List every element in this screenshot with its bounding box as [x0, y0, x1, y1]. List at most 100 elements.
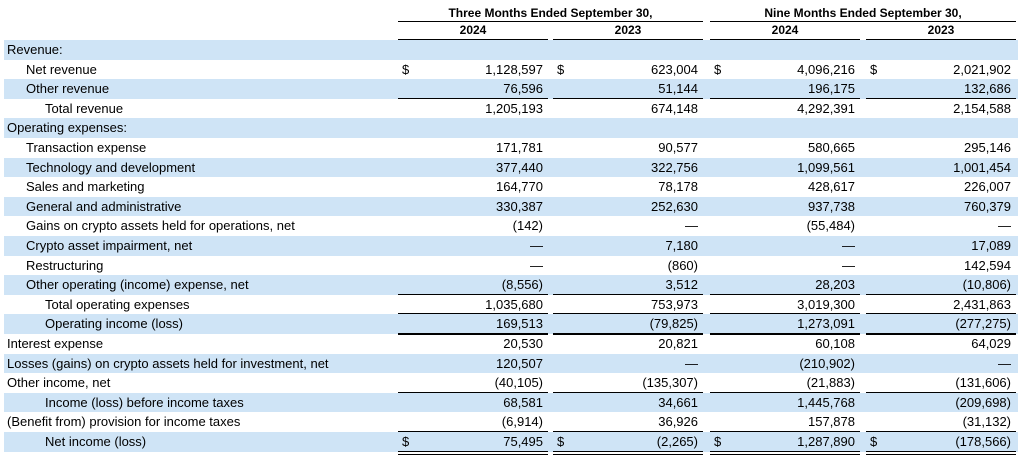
- cell-value: —: [842, 257, 855, 273]
- row-label: Other operating (income) expense, net: [26, 277, 249, 293]
- rule: [398, 293, 548, 295]
- cell-value: 580,665: [808, 140, 855, 155]
- cell-value: 164,770: [496, 179, 543, 195]
- cell-value: (2,265): [656, 434, 698, 449]
- cell-value: 1,445,768: [797, 394, 855, 410]
- cell-value: 937,738: [808, 198, 855, 214]
- rule: [866, 293, 1016, 295]
- cell-value: 3,019,300: [797, 296, 855, 312]
- row-label: Operating income (loss): [45, 316, 183, 332]
- currency: $: [870, 434, 878, 449]
- cell-value: 252,630: [651, 198, 698, 214]
- cell-value: (209,698): [955, 394, 1011, 410]
- row-band: [4, 353, 1018, 374]
- cell-value: 90,577: [658, 140, 698, 155]
- cell-value: 68,581: [503, 394, 543, 410]
- cell-value: 753,973: [651, 296, 698, 312]
- cell-value: (6,914): [501, 414, 543, 430]
- period-header: Nine Months Ended September 30,: [764, 6, 962, 20]
- row-band: [4, 314, 1018, 334]
- cell-value: (277,275): [955, 316, 1011, 332]
- row-band: [4, 196, 1018, 217]
- rule: [710, 431, 860, 432]
- rule: [398, 391, 548, 393]
- cell-value: 295,146: [964, 140, 1011, 155]
- rule: [866, 431, 1016, 432]
- cell-value: (31,132): [962, 414, 1011, 430]
- row-band: [4, 432, 1018, 452]
- cell-value: 142,594: [964, 257, 1011, 273]
- row-label: Losses (gains) on crypto assets held for…: [7, 355, 329, 371]
- header-rule: [710, 21, 1016, 22]
- rule: [553, 97, 703, 99]
- cell-value: 196,175: [808, 81, 855, 97]
- row-label: General and administrative: [26, 198, 182, 214]
- rule: [398, 313, 548, 315]
- cell-value: 330,387: [496, 198, 543, 214]
- rule: [553, 313, 703, 315]
- row-band: [4, 40, 1018, 60]
- rule: [866, 97, 1016, 99]
- cell-value: 226,007: [964, 179, 1011, 195]
- cell-value: 51,144: [658, 81, 698, 97]
- rule: [398, 97, 548, 99]
- row-label: Interest expense: [7, 336, 104, 351]
- cell-value: 28,203: [815, 277, 855, 293]
- cell-value: 20,821: [658, 336, 698, 351]
- rule: [710, 97, 860, 99]
- cell-value: 169,513: [496, 316, 543, 332]
- rule: [398, 333, 548, 335]
- cell-value: 36,926: [658, 414, 698, 430]
- currency: $: [557, 434, 565, 449]
- currency: $: [714, 61, 722, 77]
- cell-value: (79,825): [649, 316, 698, 332]
- cell-value: 171,781: [496, 140, 543, 155]
- row-label: Net revenue: [26, 61, 97, 77]
- cell-value: 377,440: [496, 159, 543, 175]
- cell-value: —: [530, 257, 543, 273]
- row-label: Crypto asset impairment, net: [26, 238, 193, 253]
- cell-value: 1,035,680: [485, 296, 543, 312]
- row-label: Net income (loss): [45, 434, 147, 449]
- currency: $: [870, 61, 878, 77]
- cell-value: 1,205,193: [485, 100, 543, 116]
- cell-value: (8,556): [501, 277, 543, 293]
- header-rule: [398, 21, 703, 22]
- row-label: Total operating expenses: [45, 296, 190, 312]
- row-band: [4, 236, 1018, 256]
- rule: [710, 333, 860, 335]
- cell-value: 17,089: [971, 238, 1011, 253]
- row-label: Transaction expense: [26, 140, 147, 155]
- cell-value: 623,004: [651, 61, 698, 77]
- cell-value: 428,617: [808, 179, 855, 195]
- rule: [553, 450, 703, 455]
- year-header: 2023: [927, 23, 955, 37]
- rule: [866, 313, 1016, 315]
- rule: [553, 431, 703, 432]
- cell-value: 75,495: [503, 434, 543, 449]
- currency: $: [402, 61, 410, 77]
- cell-value: 7,180: [665, 238, 698, 253]
- cell-value: 1,099,561: [797, 159, 855, 175]
- rule: [553, 391, 703, 393]
- row-label: Operating expenses:: [7, 120, 127, 136]
- cell-value: 20,530: [503, 336, 543, 351]
- cell-value: 157,878: [808, 414, 855, 430]
- cell-value: 4,292,391: [797, 100, 855, 116]
- cell-value: 60,108: [815, 336, 855, 351]
- currency: $: [714, 434, 722, 449]
- row-label: Sales and marketing: [26, 179, 145, 195]
- cell-value: (131,606): [955, 375, 1011, 391]
- row-label: (Benefit from) provision for income taxe…: [7, 414, 241, 430]
- rule: [866, 333, 1016, 335]
- cell-value: (135,307): [642, 375, 698, 391]
- year-header: 2024: [771, 23, 799, 37]
- row-band: [4, 79, 1018, 99]
- row-band: [4, 275, 1018, 295]
- rule: [710, 313, 860, 315]
- currency: $: [402, 434, 410, 449]
- cell-value: (10,806): [962, 277, 1011, 293]
- cell-value: 322,756: [651, 159, 698, 175]
- cell-value: —: [685, 218, 698, 234]
- cell-value: (210,902): [799, 355, 855, 371]
